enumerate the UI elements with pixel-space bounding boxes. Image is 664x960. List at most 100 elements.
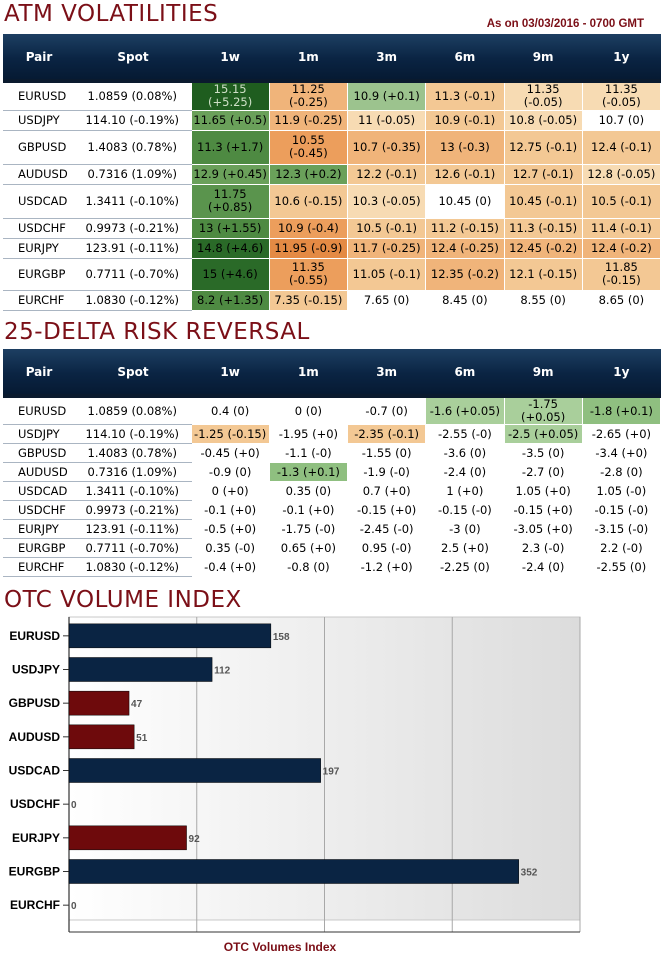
category-label: AUDUSD (9, 730, 61, 744)
value-cell-1m: 10.6 (-0.15) (268, 183, 349, 219)
table-row-usdcad: USDCAD 1.3411 (-0.10%) 11.75 (+0.85) 10.6 (… (3, 183, 662, 219)
spot-cell: 1.0830 (-0.12%) (75, 290, 191, 311)
category-label: EURJPY (12, 831, 60, 845)
value-cell-1y: -2.8 (0) (581, 462, 662, 482)
value-cell-1y: -1.8 (+0.1) (581, 395, 662, 425)
spot-cell: 1.4083 (0.78%) (75, 443, 191, 463)
column-header-3m: 3m (347, 34, 426, 83)
spot-cell: 1.3411 (-0.10%) (75, 481, 191, 501)
spot-cell: 1.0859 (0.08%) (75, 396, 191, 425)
column-header-1y: 1y (582, 34, 661, 83)
value-cell-1w: 11.75 (+0.85) (190, 183, 270, 219)
data-label: 112 (214, 666, 231, 677)
category-label: EURUSD (9, 629, 60, 643)
value-cell-9m: 10.8 (-0.05) (503, 109, 583, 131)
value-cell-3m: 10.5 (-0.1) (346, 217, 427, 239)
value-cell-6m: 8.45 (0) (425, 289, 505, 311)
table-row-usdchf: USDCHF 0.9973 (-0.21%) -0.1 (+0) -0.1 (+0) -… (3, 500, 662, 520)
data-label: 0 (71, 800, 77, 811)
value-cell-9m: 12.7 (-0.1) (503, 163, 583, 185)
value-cell-6m: 10.45 (0) (425, 183, 505, 219)
otc-volume-chart: EURUSD 158 USDJPY 112 GBPUSD 47 AUDUSD 51 USDCAD… (0, 612, 664, 960)
value-cell-6m: 11.2 (-0.15) (425, 217, 505, 239)
value-cell-1w: 11.3 (+1.7) (190, 129, 270, 165)
value-cell-9m: -2.7 (0) (503, 462, 583, 482)
value-cell-3m: 0.7 (+0) (346, 481, 427, 501)
table-row-eurgbp: EURGBP 0.7711 (-0.70%) 15 (+4.6) 11.35 (-0.… (3, 257, 662, 291)
spot-cell: 0.7316 (1.09%) (75, 164, 191, 185)
value-cell-6m: 12.35 (-0.2) (425, 257, 505, 291)
table-row-usdcad: USDCAD 1.3411 (-0.10%) 0 (+0) 0.35 (0) 0.7 (… (3, 481, 662, 501)
value-cell-1y: -3.4 (+0) (581, 443, 662, 463)
pair-cell: USDJPY (3, 424, 75, 444)
value-cell-1w: 8.2 (+1.35) (190, 289, 270, 311)
value-cell-9m: 8.55 (0) (503, 289, 583, 311)
spot-cell: 123.91 (-0.11%) (75, 519, 191, 539)
value-cell-3m: 7.65 (0) (346, 289, 427, 311)
column-header-pair: Pair (3, 349, 75, 398)
value-cell-1m: 0.65 (+0) (268, 538, 349, 558)
value-cell-1y: 11.4 (-0.1) (581, 217, 662, 239)
value-cell-3m: -2.45 (-0) (346, 519, 427, 539)
value-cell-1m: 11.9 (-0.25) (268, 109, 349, 131)
value-cell-9m: -3.05 (+0) (503, 519, 583, 539)
value-cell-9m: 1.05 (+0) (503, 481, 583, 501)
value-cell-9m: -3.5 (0) (503, 443, 583, 463)
value-cell-1y: 12.4 (-0.2) (581, 237, 662, 259)
bar-usdjpy (68, 657, 213, 682)
value-cell-1w: 0.35 (-0) (190, 538, 270, 558)
spot-cell: 123.91 (-0.11%) (75, 238, 191, 259)
category-label: EURCHF (10, 898, 60, 912)
value-cell-3m: 10.7 (-0.35) (346, 129, 427, 165)
value-cell-6m: 2.5 (+0) (425, 538, 505, 558)
table-row-usdchf: USDCHF 0.9973 (-0.21%) 13 (+1.55) 10.9 (-0.… (3, 217, 662, 239)
table-row-audusd: AUDUSD 0.7316 (1.09%) -0.9 (0) -1.3 (+0.1) -… (3, 462, 662, 482)
value-cell-3m: 10.9 (+0.1) (346, 80, 427, 111)
value-cell-1w: 12.9 (+0.45) (190, 163, 270, 185)
value-cell-1w: 11.65 (+0.5) (190, 109, 270, 131)
column-header-spot: Spot (75, 349, 191, 398)
column-header-pair: Pair (3, 34, 75, 83)
data-label: 0 (71, 901, 77, 912)
table-row-eurusd: EURUSD 1.0859 (0.08%) 0.4 (0) 0 (0) -0.7 (0)… (3, 395, 662, 425)
pair-cell: EURJPY (3, 238, 75, 259)
bar-eurgbp (68, 859, 519, 884)
spot-cell: 114.10 (-0.19%) (75, 424, 191, 444)
table-row-eurchf: EURCHF 1.0830 (-0.12%) -0.4 (+0) -0.8 (0) -1… (3, 557, 662, 577)
table-row-eurgbp: EURGBP 0.7711 (-0.70%) 0.35 (-0) 0.65 (+0) 0… (3, 538, 662, 558)
value-cell-1m: 11.35 (-0.55) (268, 257, 349, 291)
value-cell-6m: 13 (-0.3) (425, 129, 505, 165)
value-cell-1y: -2.55 (0) (581, 557, 662, 577)
column-header-6m: 6m (425, 349, 504, 398)
value-cell-1m: -1.75 (-0) (268, 519, 349, 539)
value-cell-9m: 11.35 (-0.05) (503, 80, 583, 111)
value-cell-9m: 12.45 (-0.2) (503, 237, 583, 259)
atm-volatilities-table: Pair Spot 1w 1m 3m 6m 9m 1y EURUSD 1.0859 (0.08%… (3, 34, 662, 311)
risk-reversal-title: 25-DELTA RISK REVERSAL (4, 319, 310, 345)
column-header-1w: 1w (191, 349, 270, 398)
value-cell-1y: 10.7 (0) (581, 109, 662, 131)
otc-volume-title: OTC VOLUME INDEX (4, 587, 242, 613)
value-cell-6m: 10.9 (-0.1) (425, 109, 505, 131)
value-cell-3m: 11.7 (-0.25) (346, 237, 427, 259)
value-cell-1w: -0.4 (+0) (190, 557, 270, 577)
value-cell-1w: 15.15 (+5.25) (190, 80, 270, 111)
value-cell-9m: -1.75 (+0.05) (503, 395, 583, 425)
pair-cell: USDCHF (3, 500, 75, 520)
value-cell-3m: 11.05 (-0.1) (346, 257, 427, 291)
data-label: 51 (136, 733, 148, 744)
category-label: EURGBP (9, 865, 60, 879)
table-row-gbpusd: GBPUSD 1.4083 (0.78%) 11.3 (+1.7) 10.55 (-0… (3, 129, 662, 165)
value-cell-1m: -1.95 (+0) (268, 424, 349, 444)
value-cell-1y: 8.65 (0) (581, 289, 662, 311)
value-cell-3m: -0.7 (0) (346, 395, 427, 425)
table-row-gbpusd: GBPUSD 1.4083 (0.78%) -0.45 (+0) -1.1 (-0) -… (3, 443, 662, 463)
value-cell-9m: -2.5 (+0.05) (503, 424, 583, 444)
value-cell-9m: 12.75 (-0.1) (503, 129, 583, 165)
pair-cell: EURUSD (3, 396, 75, 425)
table-row-eurusd: EURUSD 1.0859 (0.08%) 15.15 (+5.25) 11.25 (… (3, 80, 662, 111)
data-label: 352 (521, 868, 538, 879)
spot-cell: 0.9973 (-0.21%) (75, 218, 191, 239)
risk-reversal-table: Pair Spot 1w 1m 3m 6m 9m 1y EURUSD 1.0859 (0.08%… (3, 349, 662, 577)
value-cell-1m: 10.55 (-0.45) (268, 129, 349, 165)
